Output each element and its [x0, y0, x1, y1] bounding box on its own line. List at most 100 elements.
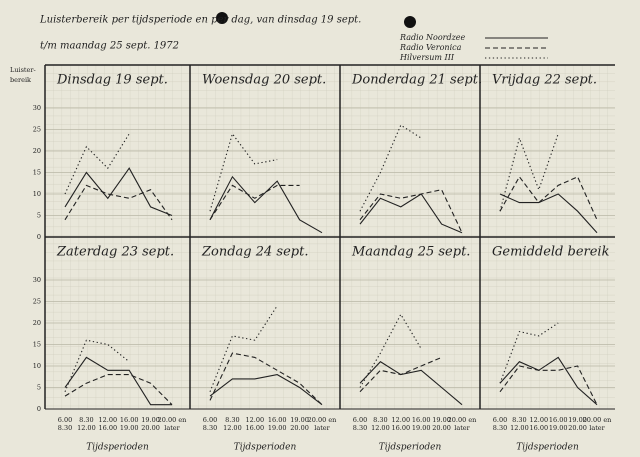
panel-title: Donderdag 21 sept.: [351, 73, 482, 88]
series-line: [64, 374, 173, 406]
panel-title: Woensdag 20 sept.: [202, 73, 326, 88]
x-tick-label: 8.30: [79, 416, 93, 424]
y-tick-label: 30: [33, 276, 41, 284]
x-tick-label: 19.00: [120, 424, 139, 432]
x-tick-label: later: [314, 424, 330, 432]
x-tick-label: 16.00: [529, 424, 548, 432]
x-tick-label: 12.00: [223, 424, 242, 432]
x-tick-label: 19.00: [568, 416, 587, 424]
series-line: [499, 322, 559, 384]
panel-title: Zaterdag 23 sept.: [56, 245, 174, 260]
series-line: [499, 193, 598, 234]
x-tick-label: 8.30: [58, 424, 72, 432]
x-tick-label: 12.00: [371, 424, 390, 432]
x-tick-label: 12.00: [391, 416, 410, 424]
x-tick-label: 6.00: [493, 416, 507, 424]
title-line: t/m maandag 25 sept. 1972: [40, 41, 179, 52]
series-line: [64, 184, 173, 221]
y-tick-label: 15: [33, 169, 41, 177]
series-line: [64, 167, 173, 217]
series-line: [359, 193, 463, 234]
x-tick-label: later: [589, 424, 605, 432]
x-tick-label: 20.00: [432, 424, 451, 432]
series-line: [64, 356, 172, 406]
y-tick-label: 15: [33, 341, 41, 349]
series-line: [499, 356, 598, 406]
y-tick-label: 0: [37, 405, 41, 413]
legend-label: Radio Veronica: [399, 43, 462, 52]
x-tick-label: 20.00 en: [158, 416, 187, 424]
series-line: [359, 189, 463, 233]
series-line: [359, 356, 442, 393]
x-tick-label: 16.00: [98, 424, 117, 432]
x-tick-label: 12.00: [98, 416, 117, 424]
y-tick-label: 10: [33, 190, 41, 198]
y-tick-label: 0: [37, 233, 41, 241]
x-tick-label: 6.00: [58, 416, 72, 424]
x-axis-label: Tijdsperioden: [516, 443, 579, 453]
panel-title: Dinsdag 19 sept.: [56, 73, 168, 88]
x-tick-label: 12.00: [245, 416, 264, 424]
series-line: [359, 360, 463, 406]
series-line: [64, 339, 130, 393]
x-tick-label: 20.00: [290, 424, 309, 432]
panel-title: Gemiddeld bereik: [492, 245, 610, 260]
x-tick-label: 12.00: [77, 424, 96, 432]
frame: [44, 64, 615, 410]
x-tick-label: 19.00: [432, 416, 451, 424]
series-line: [499, 133, 559, 212]
y-tick-label: 30: [33, 104, 41, 112]
punch-hole: [404, 16, 416, 28]
series-line: [209, 374, 323, 406]
y-tick-label: 5: [37, 212, 41, 220]
y-tick-label: 25: [33, 298, 41, 306]
punch-hole: [216, 12, 228, 24]
x-tick-label: 6.00: [353, 416, 367, 424]
y-tick-label: 20: [33, 319, 41, 327]
x-tick-label: later: [164, 424, 180, 432]
x-tick-label: 16.00: [120, 416, 139, 424]
x-tick-label: 16.00: [412, 416, 431, 424]
x-tick-label: 19.00: [412, 424, 431, 432]
x-tick-label: 20.00: [141, 424, 160, 432]
legend-label: Radio Noordzee: [399, 33, 466, 42]
x-tick-label: 16.00: [268, 416, 287, 424]
panel-title: Zondag 24 sept.: [201, 245, 308, 260]
legend-label: Hilversum III: [399, 53, 455, 62]
series-line: [209, 184, 300, 221]
x-tick-label: 19.00: [549, 424, 568, 432]
x-tick-label: later: [454, 424, 470, 432]
panel-title: Vrijdag 22 sept.: [492, 73, 597, 88]
x-tick-label: 16.00: [245, 424, 264, 432]
x-tick-label: 12.00: [529, 416, 548, 424]
x-tick-label: 19.00: [290, 416, 309, 424]
series-line: [64, 133, 130, 195]
series-line: [499, 365, 598, 405]
x-tick-label: 20.00 en: [308, 416, 337, 424]
x-axis-label: Tijdsperioden: [379, 443, 442, 453]
y-tick-label: 5: [37, 384, 41, 392]
y-tick-label: 25: [33, 126, 41, 134]
x-tick-label: 8.30: [373, 416, 387, 424]
x-tick-label: 20.00 en: [583, 416, 612, 424]
y-label: bereik: [10, 76, 31, 84]
series-line: [209, 352, 323, 406]
x-tick-label: 19.00: [141, 416, 160, 424]
x-tick-label: 19.00: [268, 424, 287, 432]
series-line: [209, 175, 323, 234]
y-label: Luister-: [10, 66, 36, 74]
panel-title: Maandag 25 sept.: [351, 245, 470, 260]
series-line: [499, 175, 598, 221]
x-tick-label: 20.00 en: [448, 416, 477, 424]
x-tick-label: 8.30: [493, 424, 507, 432]
x-tick-label: 8.30: [353, 424, 367, 432]
series-line: [209, 132, 278, 212]
x-tick-label: 20.00: [568, 424, 587, 432]
x-tick-label: 16.00: [549, 416, 568, 424]
x-tick-label: 12.00: [510, 424, 529, 432]
x-axis-label: Tijdsperioden: [234, 443, 297, 453]
x-tick-label: 8.30: [225, 416, 239, 424]
series-line: [359, 313, 422, 388]
x-tick-label: 16.00: [391, 424, 410, 432]
